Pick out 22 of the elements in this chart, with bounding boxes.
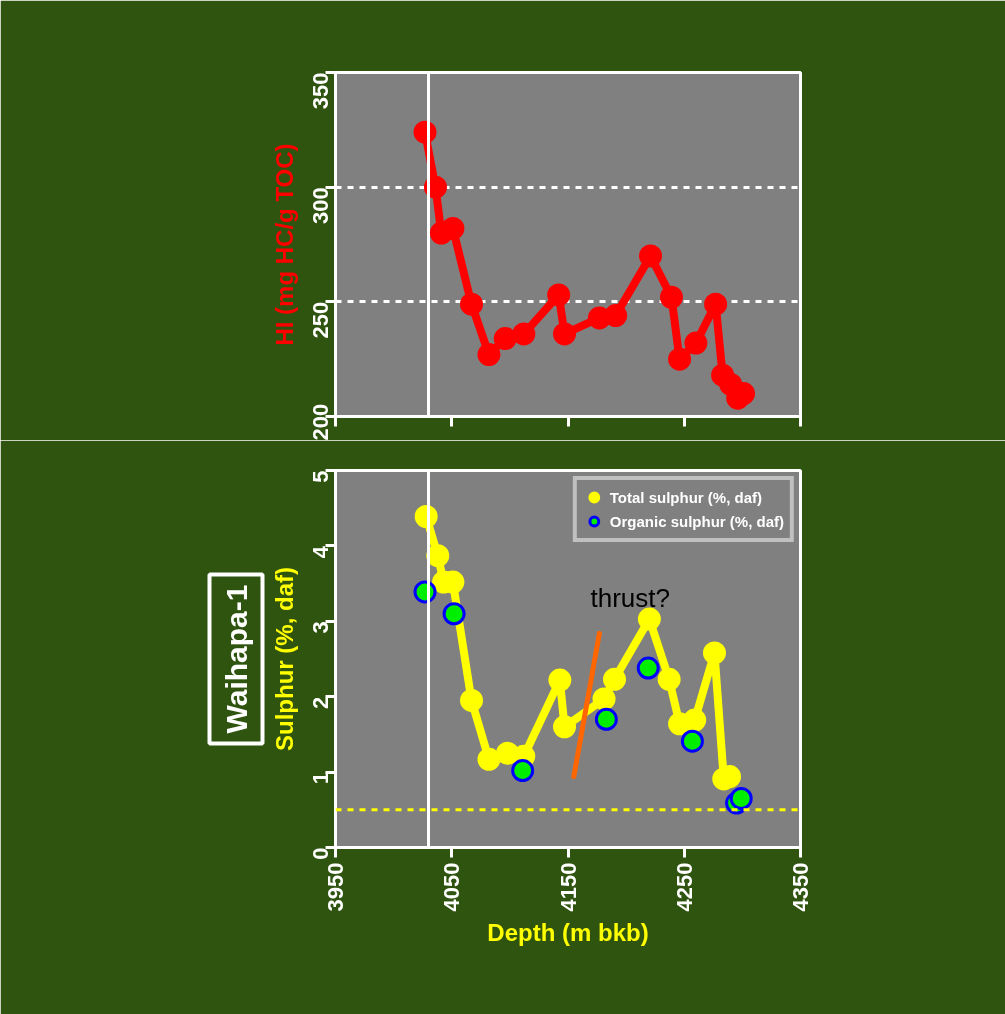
y-tick-label: 2 [308,696,333,709]
legend-label: Total sulphur (%, daf) [609,488,763,506]
x-tick-label: 4350 [788,862,813,912]
x-tick-label: 4150 [555,862,581,912]
y-tick-label: 5 [308,470,333,483]
y-tick-label: 250 [308,301,333,339]
y-axis-title: Sulphur (%, daf) [270,567,298,751]
legend-label: Organic sulphur (%, daf) [609,512,784,530]
y-tick-label: 4 [308,545,333,559]
annotation: thrust? [590,582,670,613]
y-tick-label: 200 [308,403,333,441]
y-axis-title: HI (mg HC/g TOC) [270,143,298,346]
y-tick-label: 300 [308,187,333,224]
x-axis-title: Depth (m bkb) [487,919,649,947]
y-tick-label: 1 [308,772,333,785]
x-tick-label: 4050 [439,862,465,912]
y-tick-label: 0 [308,847,333,860]
y-tick-label: 350 [308,72,333,110]
x-tick-label: 4250 [671,862,697,912]
x-tick-label: 3950 [323,862,348,912]
y-tick-label: 3 [308,621,333,634]
text: Waihapa-1 [219,584,253,734]
